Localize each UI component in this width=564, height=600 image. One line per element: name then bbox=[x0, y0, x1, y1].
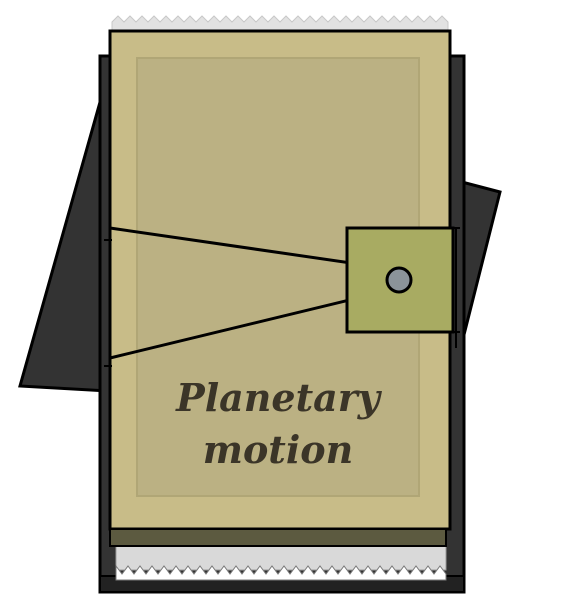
book-title-line-1: Planetary bbox=[176, 375, 380, 420]
clasp-stud-icon bbox=[385, 266, 413, 294]
cover-bottom-band bbox=[109, 528, 447, 547]
bottom-page-block bbox=[115, 545, 447, 571]
book-title: Planetary motion bbox=[110, 372, 446, 476]
bottom-page-edge bbox=[115, 564, 447, 581]
book-title-line-2: motion bbox=[202, 427, 354, 472]
